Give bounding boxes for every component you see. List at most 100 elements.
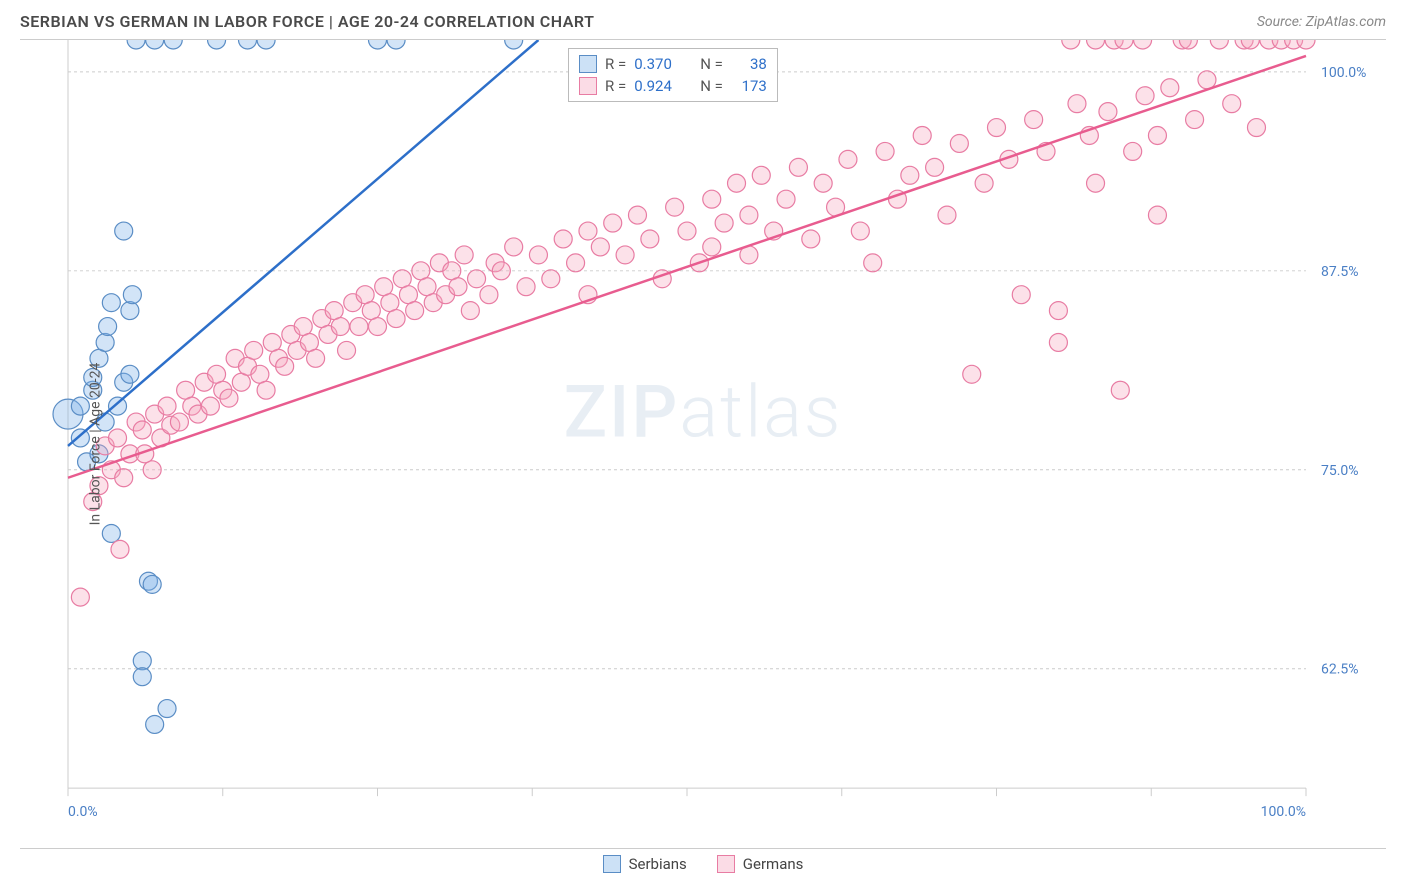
chart-title: SERBIAN VS GERMAN IN LABOR FORCE | AGE 2…: [20, 12, 594, 31]
scatter-point: [300, 333, 318, 351]
legend-swatch: [579, 77, 597, 95]
scatter-point: [950, 134, 968, 152]
scatter-point: [164, 40, 182, 49]
scatter-point: [963, 365, 981, 383]
legend-n-value: 173: [731, 77, 767, 95]
scatter-point: [208, 365, 226, 383]
scatter-point: [146, 715, 164, 733]
scatter-point: [263, 333, 281, 351]
scatter-point: [102, 524, 120, 542]
y-tick-label: 62.5%: [1321, 662, 1359, 678]
scatter-point: [876, 142, 894, 160]
scatter-point: [170, 413, 188, 431]
scatter-point: [1049, 302, 1067, 320]
scatter-point: [926, 158, 944, 176]
y-tick-label: 100.0%: [1321, 65, 1366, 81]
scatter-point: [121, 302, 139, 320]
scatter-point: [1223, 95, 1241, 113]
legend-top-row: R = 0.370 N = 38: [579, 53, 767, 75]
scatter-point: [208, 40, 226, 49]
scatter-point: [412, 262, 430, 280]
scatter-point: [641, 230, 659, 248]
scatter-point: [1210, 40, 1228, 49]
scatter-point: [307, 349, 325, 367]
legend-r-value: 0.924: [634, 77, 684, 95]
scatter-point: [257, 40, 275, 49]
legend-r-label: R =: [605, 77, 626, 95]
scatter-point: [369, 40, 387, 49]
legend-r-label: R =: [605, 55, 626, 73]
scatter-point: [356, 286, 374, 304]
scatter-point: [109, 397, 127, 415]
scatter-point: [1099, 103, 1117, 121]
scatter-point: [1087, 174, 1105, 192]
scatter-point: [777, 190, 795, 208]
legend-n-value: 38: [731, 55, 767, 73]
scatter-point: [864, 254, 882, 272]
scatter-point: [387, 40, 405, 49]
scatter-point: [975, 174, 993, 192]
scatter-point: [146, 40, 164, 49]
scatter-point: [232, 373, 250, 391]
legend-bottom-item: Germans: [717, 855, 804, 873]
chart-source: Source: ZipAtlas.com: [1257, 14, 1386, 30]
scatter-point: [375, 278, 393, 296]
scatter-point: [1134, 40, 1152, 49]
scatter-point: [121, 365, 139, 383]
y-tick-label: 87.5%: [1321, 264, 1359, 280]
scatter-point: [111, 540, 129, 558]
scatter-point: [988, 119, 1006, 137]
scatter-point: [703, 238, 721, 256]
x-tick-label: 100.0%: [1261, 804, 1306, 820]
scatter-point: [1148, 206, 1166, 224]
scatter-point: [851, 222, 869, 240]
scatter-point: [461, 302, 479, 320]
scatter-point: [703, 190, 721, 208]
scatter-point: [220, 389, 238, 407]
scatter-point: [127, 40, 145, 49]
scatter-point: [245, 341, 263, 359]
legend-r-value: 0.370: [634, 55, 684, 73]
scatter-point: [1148, 127, 1166, 145]
scatter-point: [406, 302, 424, 320]
scatter-point: [399, 286, 417, 304]
scatter-point: [1161, 79, 1179, 97]
legend-label: Germans: [743, 855, 804, 873]
scatter-point: [517, 278, 535, 296]
scatter-point: [1062, 40, 1080, 49]
scatter-point: [554, 230, 572, 248]
scatter-point: [143, 461, 161, 479]
scatter-point: [158, 700, 176, 718]
scatter-point: [740, 206, 758, 224]
scatter-point: [133, 652, 151, 670]
legend-bottom-item: Serbians: [603, 855, 687, 873]
scatter-point: [251, 365, 269, 383]
scatter-point: [901, 166, 919, 184]
scatter-point: [143, 575, 161, 593]
scatter-point: [591, 238, 609, 256]
scatter-point: [158, 397, 176, 415]
scatter-point: [505, 238, 523, 256]
scatter-point: [752, 166, 770, 184]
legend-top: R = 0.370 N = 38 R = 0.924 N = 173: [568, 48, 778, 102]
scatter-point: [1068, 95, 1086, 113]
scatter-point: [362, 302, 380, 320]
legend-n-label: N =: [700, 77, 723, 95]
y-axis-label: In Labor Force | Age 20-24: [87, 363, 103, 526]
legend-swatch: [717, 855, 735, 873]
scatter-point: [99, 318, 117, 336]
scatter-point: [1297, 40, 1315, 49]
scatter-point: [115, 469, 133, 487]
scatter-point: [1111, 381, 1129, 399]
scatter-point: [567, 254, 585, 272]
scatter-point: [542, 270, 560, 288]
trendline: [68, 56, 1306, 478]
scatter-point: [468, 270, 486, 288]
trendline: [68, 40, 538, 446]
chart-header: SERBIAN VS GERMAN IN LABOR FORCE | AGE 2…: [0, 0, 1406, 39]
scatter-point: [443, 262, 461, 280]
scatter-point: [350, 318, 368, 336]
legend-swatch: [603, 855, 621, 873]
x-tick-label: 0.0%: [68, 804, 98, 820]
legend-label: Serbians: [629, 855, 687, 873]
